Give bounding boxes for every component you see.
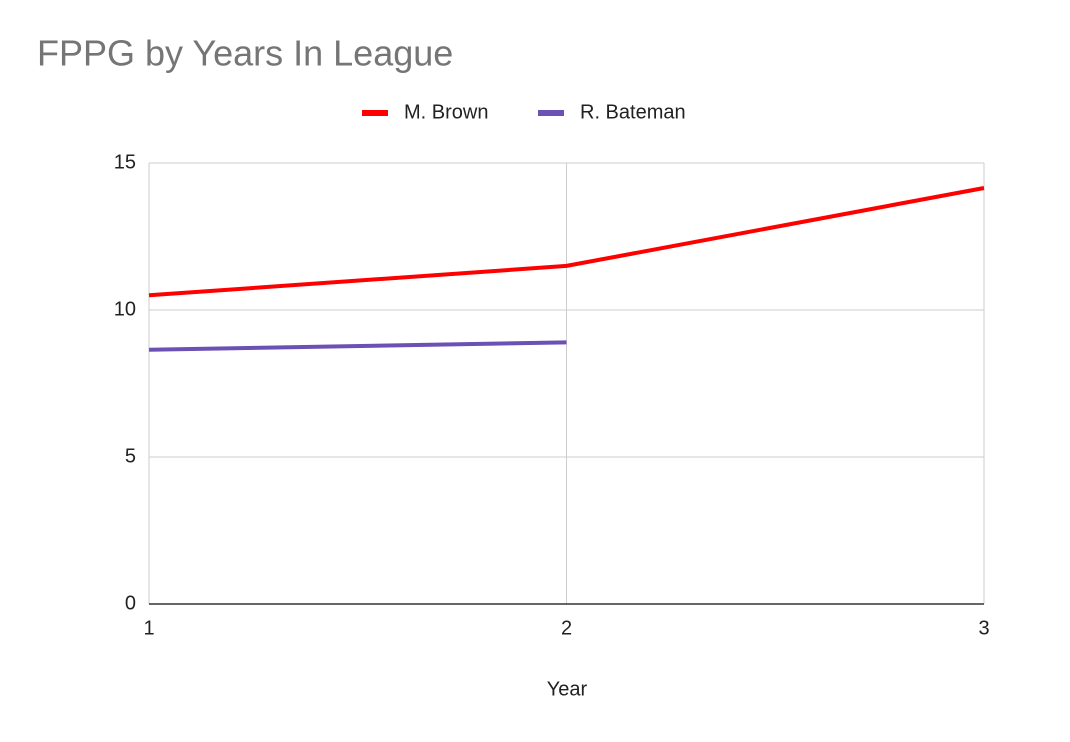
y-tick-label: 5 <box>125 445 136 467</box>
legend-label: R. Bateman <box>580 101 686 123</box>
series-line <box>148 340 567 352</box>
legend-swatch <box>362 110 388 116</box>
y-tick-label: 15 <box>114 151 136 173</box>
x-axis-label: Year <box>547 678 588 700</box>
y-tick-label: 10 <box>114 298 136 320</box>
legend-label: M. Brown <box>404 101 488 123</box>
y-tick-label: 0 <box>125 592 136 614</box>
chart-title: FPPG by Years In League <box>37 33 453 74</box>
x-tick-label: 1 <box>143 617 154 639</box>
x-tick-label: 3 <box>978 617 989 639</box>
series-line <box>148 186 985 298</box>
x-tick-label: 2 <box>561 617 572 639</box>
legend-swatch <box>538 110 564 116</box>
